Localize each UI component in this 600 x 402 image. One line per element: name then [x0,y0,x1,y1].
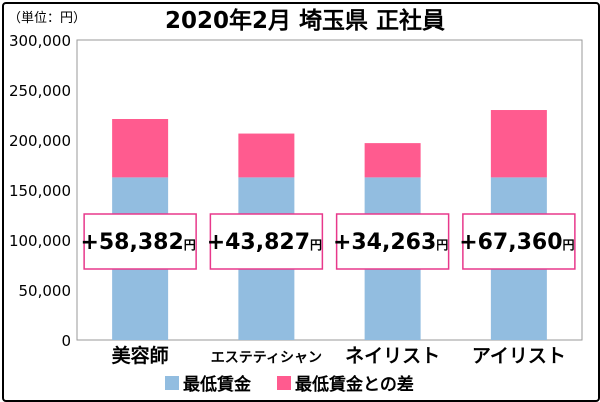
callout-label: +67,360円 [459,230,574,255]
legend-swatch-diff [277,375,291,390]
x-axis-labels: 美容師 エステティシャン ネイリスト アイリスト [112,344,566,367]
y-tick-label: 150,000 [9,182,71,200]
y-tick-label: 300,000 [9,32,71,50]
x-tick-label: 美容師 [112,344,169,367]
legend-label-diff: 最低賃金との差 [295,375,414,395]
x-tick-label: アイリスト [472,345,566,367]
y-axis: 0 50,000 100,000 150,000 200,000 250,000 300,0… [9,32,71,350]
plot-area [76,39,583,341]
y-tick-label: 250,000 [9,82,71,100]
unit-label: （単位：円） [8,10,86,26]
y-tick-label: 50,000 [19,282,72,300]
bar-diff [238,133,295,178]
x-tick-label: エステティシャン [211,350,322,366]
chart-title: 2020年2月 埼玉県 正社員 [165,7,445,34]
callout-label: +43,827円 [207,230,322,255]
legend-item-base: 最低賃金 [165,370,251,395]
legend: 最低賃金 最低賃金との差 [165,370,414,395]
difference-callouts: +58,382円 +43,827円 +34,263円 +67,360円 [80,213,576,270]
callout-label: +34,263円 [333,230,448,255]
bar-diff [490,110,547,178]
bar-diff [364,143,421,178]
callout-box [335,213,450,270]
x-tick-label: ネイリスト [345,345,440,367]
y-tick-label: 200,000 [9,132,71,150]
callout-box [209,213,324,270]
bar-diff [112,119,169,178]
callout-box [462,213,576,270]
legend-item-diff: 最低賃金との差 [277,370,414,395]
y-tick-label: 0 [61,332,71,350]
legend-label-base: 最低賃金 [183,375,251,395]
legend-swatch-base [165,375,179,390]
callout-label: +58,382円 [80,230,195,255]
y-tick-label: 100,000 [9,232,71,250]
callout-box [83,213,197,270]
